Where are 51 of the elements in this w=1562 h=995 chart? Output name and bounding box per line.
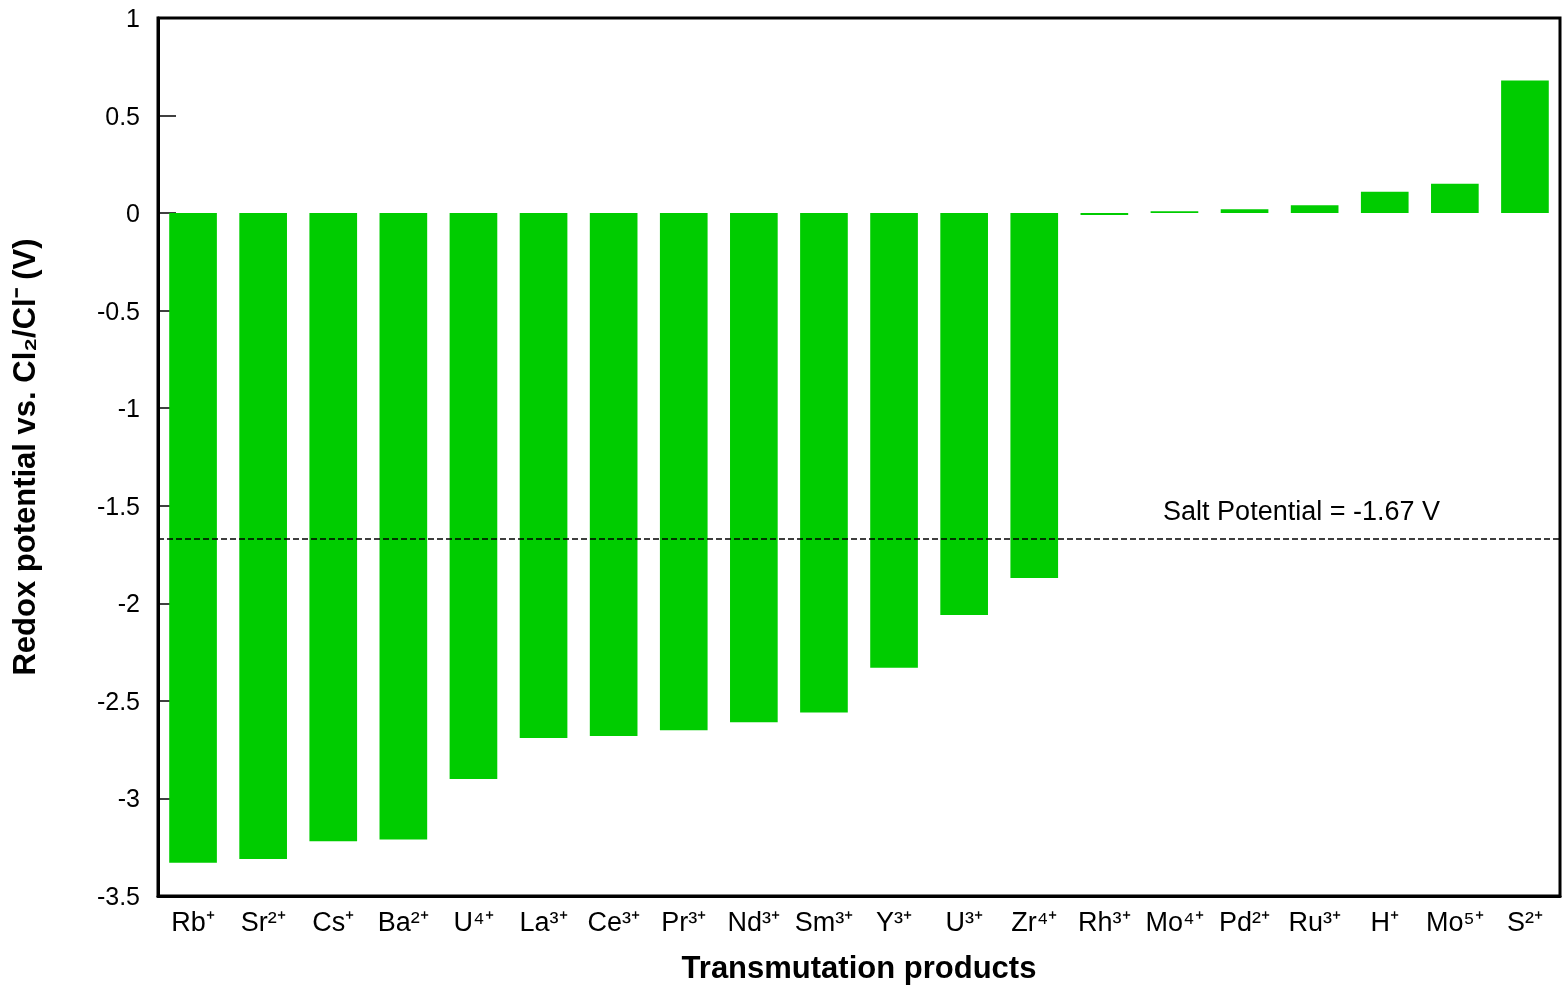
bar — [940, 213, 988, 616]
x-tick-label: S²⁺ — [1506, 906, 1543, 937]
y-tick-label: -3.5 — [96, 882, 140, 910]
bar — [1220, 209, 1269, 214]
bar — [1290, 205, 1339, 214]
x-tick-label: Rb⁺ — [171, 906, 215, 937]
x-tick-label: Zr⁴⁺ — [1011, 906, 1058, 937]
y-tick-label: -1.5 — [96, 491, 140, 520]
bar — [449, 213, 498, 779]
y-axis-title: Redox potential vs. Cl₂/Cl⁻ (V) — [7, 238, 42, 676]
x-tick-label: Sm³⁺ — [794, 906, 854, 937]
bar — [519, 213, 568, 738]
bar — [1360, 191, 1409, 214]
x-tick-label: Ba²⁺ — [377, 906, 429, 937]
x-tick-label: Ru³⁺ — [1288, 906, 1341, 937]
x-tick-label: H⁺ — [1370, 906, 1399, 937]
x-tick-label: Pd²⁺ — [1219, 906, 1271, 937]
y-tick-label: 0 — [126, 199, 140, 228]
x-tick-label: U⁴⁺ — [453, 906, 494, 937]
bar — [589, 213, 638, 737]
bar — [800, 213, 848, 713]
bar — [1431, 183, 1479, 214]
x-tick-label: Mo⁴⁺ — [1145, 906, 1204, 937]
bar — [730, 213, 778, 723]
x-tick-label: Sr²⁺ — [240, 906, 286, 937]
x-tick-label: Rh³⁺ — [1078, 906, 1131, 937]
bar — [659, 213, 708, 731]
y-tick-label: -0.5 — [96, 296, 140, 325]
bar — [309, 213, 358, 842]
x-axis-title: Transmutation products — [681, 950, 1037, 985]
bar — [169, 213, 217, 863]
x-tick-label: Y³⁺ — [876, 906, 913, 937]
y-tick-label: -2.5 — [96, 686, 140, 715]
bar — [239, 213, 287, 859]
bar — [1501, 80, 1549, 214]
x-tick-label: Ce³⁺ — [587, 906, 640, 937]
x-tick-label: Nd³⁺ — [727, 906, 781, 937]
y-tick-label: -1 — [117, 394, 140, 423]
y-tick-label: -2 — [117, 589, 140, 618]
x-tick-label: Mo⁵⁺ — [1426, 906, 1484, 937]
bar — [1010, 213, 1059, 578]
y-tick-label: -3 — [117, 784, 140, 813]
ref-line-label: Salt Potential = -1.67 V — [1163, 496, 1440, 527]
y-tick-label: 1 — [126, 4, 140, 32]
y-tick-label: 0.5 — [105, 101, 140, 130]
bar — [870, 213, 918, 668]
bar — [379, 213, 428, 840]
x-tick-label: Pr³⁺ — [661, 906, 707, 937]
x-tick-label: La³⁺ — [519, 906, 568, 937]
x-tick-label: Cs⁺ — [312, 906, 355, 937]
x-tick-label: U³⁺ — [945, 906, 983, 937]
